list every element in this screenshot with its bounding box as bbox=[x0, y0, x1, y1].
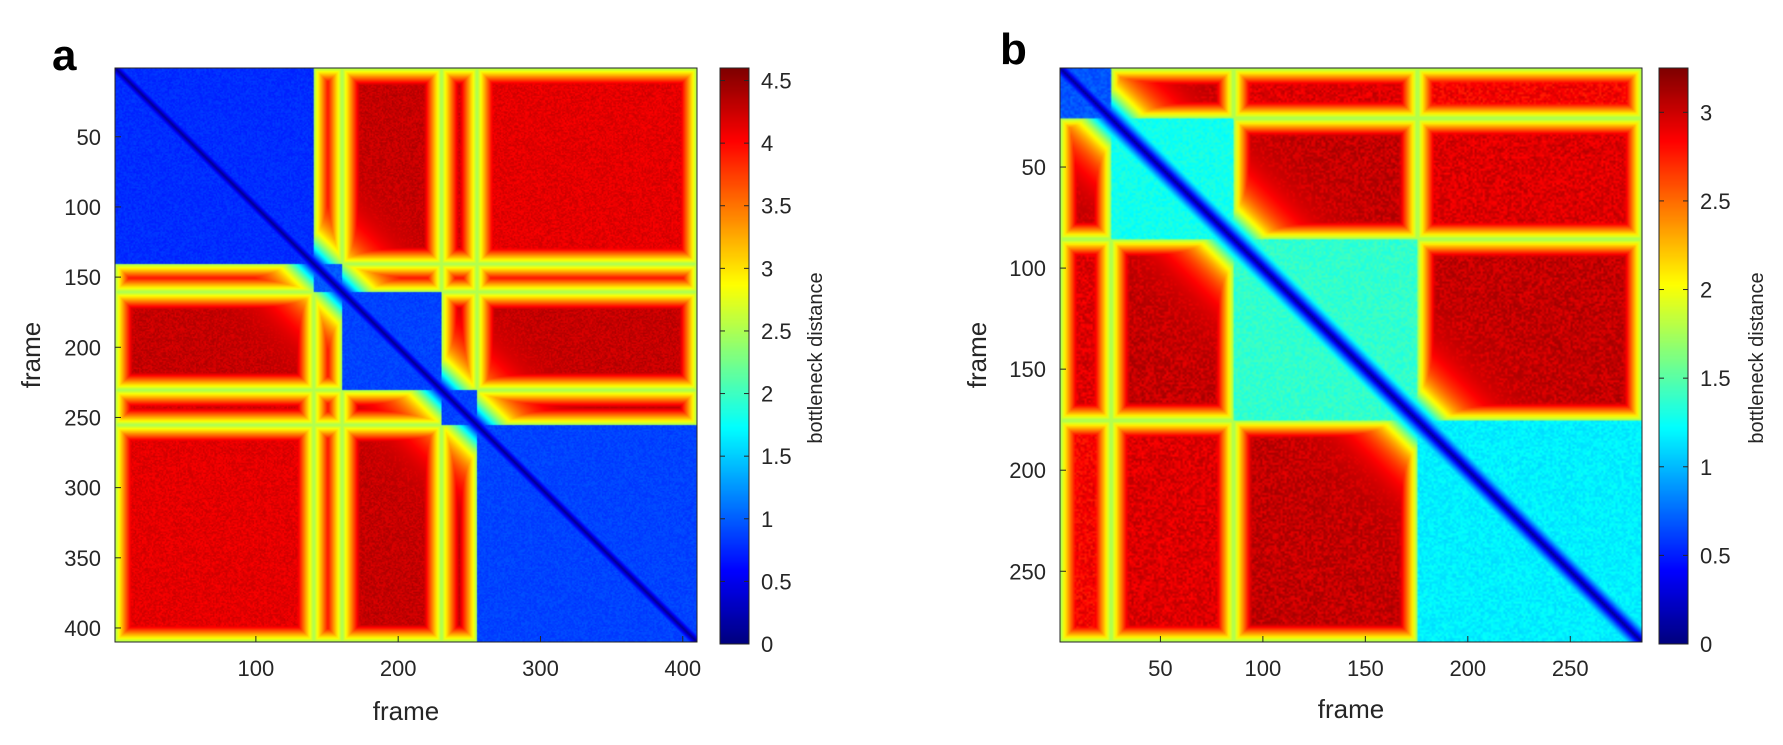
x-tick-label: 150 bbox=[1347, 656, 1384, 681]
panel-b: b 50 100 150 200 250 50 100 150 200 250 frame fr… bbox=[962, 25, 1768, 724]
y-tick-label: 250 bbox=[64, 405, 101, 430]
y-tick-label: 200 bbox=[64, 335, 101, 360]
colorbar-tick-label: 3 bbox=[761, 256, 773, 281]
panel-a: a 100 200 300 400 50 100 150 200 250 300 350 400 f… bbox=[16, 31, 827, 726]
x-axis-label-a: frame bbox=[373, 696, 439, 726]
colorbar-tick-label: 0.5 bbox=[761, 569, 792, 594]
y-tick-label: 400 bbox=[64, 616, 101, 641]
colorbar-tick-label: 0 bbox=[761, 632, 773, 657]
colorbar-tick-label: 2.5 bbox=[1700, 189, 1731, 214]
y-ticks-a: 50 100 150 200 250 300 350 400 bbox=[64, 125, 121, 641]
x-ticks-b: 50 100 150 200 250 bbox=[1148, 636, 1589, 681]
x-tick-label: 200 bbox=[1449, 656, 1486, 681]
y-tick-label: 250 bbox=[1009, 559, 1046, 584]
y-tick-label: 100 bbox=[1009, 256, 1046, 281]
x-ticks-a: 100 200 300 400 bbox=[238, 636, 701, 681]
y-tick-label: 350 bbox=[64, 546, 101, 571]
colorbar-tick-label: 2 bbox=[761, 382, 773, 407]
y-ticks-b: 50 100 150 200 250 bbox=[1009, 155, 1066, 584]
x-tick-label: 50 bbox=[1148, 656, 1172, 681]
colorbar-ticks-a: 0 0.5 1 1.5 2 2.5 3 3.5 4 4.5 bbox=[720, 69, 792, 657]
plot-frame-b bbox=[1059, 67, 1643, 643]
colorbar-tick-label: 4 bbox=[761, 131, 773, 156]
y-tick-label: 100 bbox=[64, 195, 101, 220]
y-axis-label-a: frame bbox=[16, 322, 46, 388]
y-axis-label-b: frame bbox=[962, 322, 992, 388]
x-tick-label: 100 bbox=[238, 656, 275, 681]
y-tick-label: 300 bbox=[64, 476, 101, 501]
colorbar-label-b: bottleneck distance bbox=[1746, 272, 1768, 443]
colorbar-ticks-b: 0 0.5 1 1.5 2 2.5 3 bbox=[1659, 100, 1731, 657]
colorbar-label-a: bottleneck distance bbox=[805, 272, 827, 443]
y-tick-label: 150 bbox=[64, 265, 101, 290]
colorbar-tick-label: 0 bbox=[1700, 632, 1712, 657]
colorbar-tick-label: 3.5 bbox=[761, 194, 792, 219]
colorbar-tick-label: 0.5 bbox=[1700, 543, 1731, 568]
colorbar-frame-a bbox=[719, 67, 750, 645]
colorbar-a bbox=[720, 68, 749, 644]
heatmap-b bbox=[1060, 68, 1642, 642]
colorbar-frame-b bbox=[1658, 67, 1689, 645]
y-tick-label: 150 bbox=[1009, 357, 1046, 382]
y-tick-label: 200 bbox=[1009, 458, 1046, 483]
panel-b-label: b bbox=[1000, 25, 1027, 74]
colorbar-tick-label: 3 bbox=[1700, 100, 1712, 125]
colorbar-tick-label: 2.5 bbox=[761, 319, 792, 344]
y-tick-label: 50 bbox=[1022, 155, 1046, 180]
panel-a-label: a bbox=[52, 31, 77, 80]
y-tick-label: 50 bbox=[77, 125, 101, 150]
colorbar-tick-label: 2 bbox=[1700, 278, 1712, 303]
plot-frame-a bbox=[114, 67, 698, 643]
heatmap-a bbox=[115, 68, 697, 642]
colorbar-b bbox=[1659, 68, 1688, 644]
colorbar-tick-label: 1 bbox=[1700, 455, 1712, 480]
x-axis-label-b: frame bbox=[1318, 694, 1384, 724]
colorbar-tick-label: 1.5 bbox=[1700, 366, 1731, 391]
x-tick-label: 400 bbox=[664, 656, 701, 681]
x-tick-label: 300 bbox=[522, 656, 559, 681]
x-tick-label: 200 bbox=[380, 656, 417, 681]
x-tick-label: 100 bbox=[1245, 656, 1282, 681]
colorbar-tick-label: 4.5 bbox=[761, 69, 792, 94]
x-tick-label: 250 bbox=[1552, 656, 1589, 681]
colorbar-tick-label: 1.5 bbox=[761, 444, 792, 469]
colorbar-tick-label: 1 bbox=[761, 507, 773, 532]
